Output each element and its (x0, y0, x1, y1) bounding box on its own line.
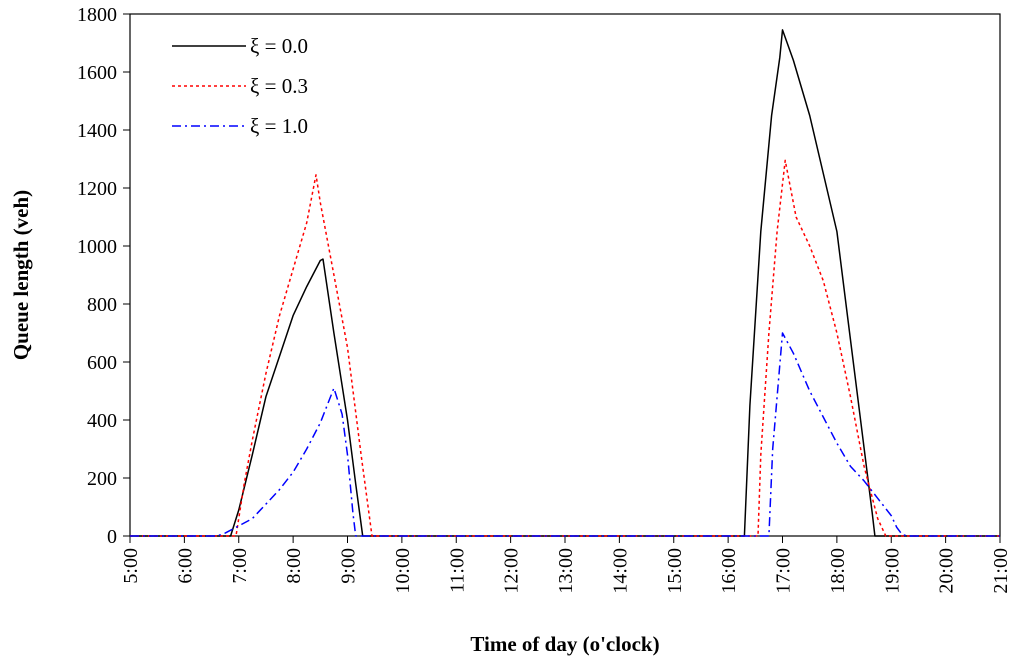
x-tick-label: 13:00 (555, 548, 577, 594)
x-tick-label: 10:00 (392, 548, 414, 594)
legend-label-3: ξ = 1.0 (250, 114, 308, 138)
x-tick-label: 21:00 (990, 548, 1012, 594)
x-tick-label: 12:00 (501, 548, 523, 594)
x-tick-label: 18:00 (827, 548, 849, 594)
y-tick-label: 400 (87, 410, 117, 432)
y-tick-label: 1200 (77, 178, 117, 200)
x-tick-label: 8:00 (283, 548, 305, 584)
x-tick-label: 19:00 (881, 548, 903, 594)
y-tick-label: 1400 (77, 120, 117, 142)
y-tick-label: 0 (107, 526, 117, 548)
y-tick-label: 600 (87, 352, 117, 374)
y-tick-label: 1800 (77, 4, 117, 26)
series-lines (130, 29, 1000, 537)
y-tick-label: 800 (87, 294, 117, 316)
series-line-2 (130, 159, 1000, 537)
x-tick-label: 5:00 (120, 548, 142, 584)
y-tick-label: 1000 (77, 236, 117, 258)
y-axis: 0 200 400 600 800 1000 1200 1400 1600 1800 (77, 4, 130, 548)
x-tick-label: 14:00 (609, 548, 631, 594)
x-tick-label: 15:00 (664, 548, 686, 594)
legend-label-2: ξ = 0.3 (250, 74, 308, 98)
x-axis: 5:00 6:00 7:00 8:00 9:00 10:00 11:00 12:00 13:00… (120, 536, 1012, 594)
y-axis-title: Queue length (veh) (9, 190, 33, 360)
x-tick-label: 11:00 (446, 548, 468, 593)
series-line-1 (130, 29, 1000, 537)
legend-label-1: ξ = 0.0 (250, 34, 308, 58)
y-tick-label: 200 (87, 468, 117, 490)
x-tick-label: 20:00 (936, 548, 958, 594)
x-axis-title: Time of day (o'clock) (470, 632, 659, 656)
y-tick-label: 1600 (77, 62, 117, 84)
x-tick-label: 17:00 (773, 548, 795, 594)
x-tick-label: 7:00 (229, 548, 251, 584)
x-tick-label: 16:00 (718, 548, 740, 594)
x-tick-label: 9:00 (338, 548, 360, 584)
x-tick-label: 6:00 (174, 548, 196, 584)
series-line-3 (130, 332, 1000, 537)
legend: ξ = 0.0 ξ = 0.3 ξ = 1.0 (172, 34, 308, 138)
